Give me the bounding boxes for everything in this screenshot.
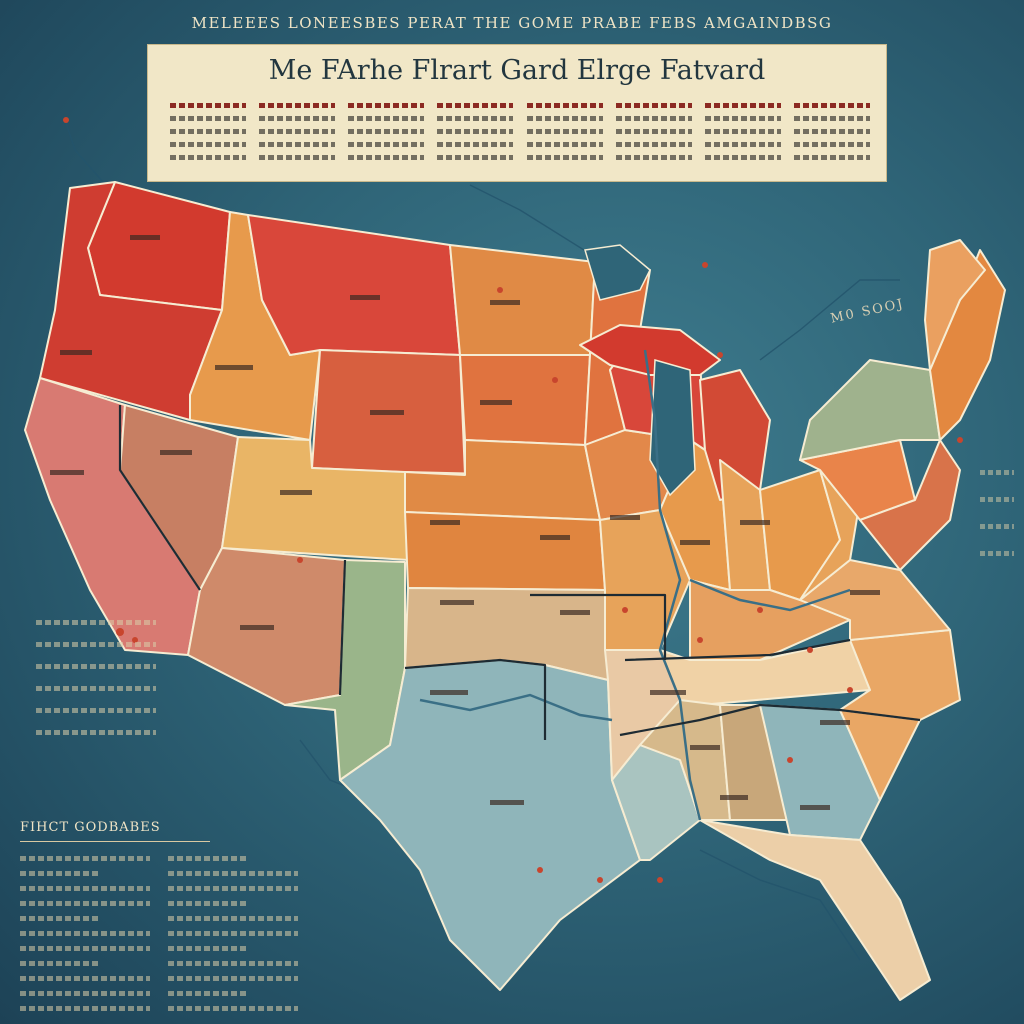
label-mark <box>740 520 770 525</box>
city-marker <box>537 867 543 873</box>
city-marker <box>702 262 708 268</box>
label-mark <box>130 235 160 240</box>
label-mark <box>560 610 590 615</box>
panel-table <box>170 103 870 168</box>
state-texas <box>339 659 641 991</box>
city-marker <box>717 352 723 358</box>
label-mark <box>370 410 404 415</box>
legend-title: FIHCT GODBABES <box>20 820 210 842</box>
city-marker <box>657 877 663 883</box>
label-mark <box>350 295 380 300</box>
city-marker <box>622 607 628 613</box>
state-florida <box>699 819 931 1001</box>
label-mark <box>490 800 524 805</box>
city-marker <box>552 377 558 383</box>
label-mark <box>540 535 570 540</box>
legend-column <box>20 856 150 1021</box>
panel-column <box>704 103 781 168</box>
lake-michigan <box>649 359 696 497</box>
city-marker <box>957 437 963 443</box>
panel-column <box>437 103 514 168</box>
city-marker <box>597 877 603 883</box>
border-line <box>619 703 921 737</box>
city-markers <box>63 117 963 883</box>
state-michigan-upper <box>579 324 721 376</box>
state-south-dakota <box>459 354 591 446</box>
legend-panel: FIHCT GODBABES <box>20 820 310 1021</box>
panel-column <box>348 103 425 168</box>
state-north-dakota <box>449 244 596 356</box>
label-mark <box>60 350 92 355</box>
header-strip: MELEEES LONEESBES PERAT THE GOME PRABE F… <box>191 14 833 32</box>
border-line <box>530 593 667 660</box>
panel-column <box>259 103 336 168</box>
right-notes <box>980 470 1014 578</box>
label-mark <box>720 795 748 800</box>
city-marker <box>132 637 138 643</box>
legend-column <box>168 856 298 1021</box>
border-line <box>338 559 347 696</box>
panel-column <box>526 103 603 168</box>
city-marker <box>807 647 813 653</box>
map-title: Me FArhe Flrart Gard Elrge Fatvard <box>268 55 766 86</box>
label-mark <box>480 400 512 405</box>
red-river <box>419 693 613 722</box>
city-marker <box>787 757 793 763</box>
label-mark <box>215 365 253 370</box>
label-mark <box>50 470 84 475</box>
border-line <box>624 638 851 662</box>
city-marker <box>63 117 69 123</box>
label-mark <box>440 600 474 605</box>
city-marker <box>297 557 303 563</box>
panel-column <box>793 103 870 168</box>
border-line <box>404 658 547 740</box>
state-montana <box>247 214 461 356</box>
state-washington <box>87 181 231 311</box>
panel-column <box>170 103 246 168</box>
state-label-marks <box>50 235 880 810</box>
label-mark <box>690 745 720 750</box>
label-mark <box>850 590 880 595</box>
legend-rows <box>20 856 310 1021</box>
label-mark <box>430 520 460 525</box>
ohio-river <box>689 578 851 612</box>
city-marker <box>847 687 853 693</box>
border-line <box>118 405 201 591</box>
label-mark <box>610 515 640 520</box>
city-marker <box>697 637 703 643</box>
title-panel: Me FArhe Flrart Gard Elrge Fatvard <box>147 44 887 182</box>
state-new-jersey <box>859 439 961 571</box>
state-maine <box>924 239 986 371</box>
label-mark <box>240 625 274 630</box>
city-marker <box>497 287 503 293</box>
route-line <box>64 119 111 191</box>
mississippi-river <box>643 349 702 821</box>
label-mark <box>800 805 830 810</box>
left-notes <box>36 620 156 752</box>
label-mark <box>680 540 710 545</box>
label-mark <box>160 450 192 455</box>
label-mark <box>650 690 686 695</box>
label-mark <box>820 720 850 725</box>
route-line <box>759 279 900 361</box>
label-mark <box>490 300 520 305</box>
city-marker <box>116 628 124 636</box>
state-new-york <box>799 359 941 461</box>
city-marker <box>757 607 763 613</box>
route-line <box>699 849 861 961</box>
label-mark <box>430 690 468 695</box>
label-mark <box>280 490 312 495</box>
panel-column <box>615 103 692 168</box>
lake-superior <box>584 244 651 301</box>
